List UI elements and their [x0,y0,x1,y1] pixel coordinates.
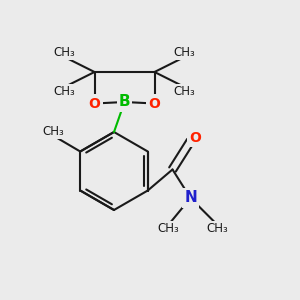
Text: O: O [148,97,160,110]
Text: CH₃: CH₃ [207,222,228,236]
Text: CH₃: CH₃ [157,222,179,236]
Text: O: O [88,97,101,110]
Text: B: B [119,94,130,110]
Text: O: O [189,131,201,145]
Text: N: N [184,190,197,206]
Text: CH₃: CH₃ [42,124,64,138]
Text: CH₃: CH₃ [54,85,75,98]
Text: CH₃: CH₃ [174,85,195,98]
Text: CH₃: CH₃ [174,46,195,59]
Text: CH₃: CH₃ [54,46,75,59]
